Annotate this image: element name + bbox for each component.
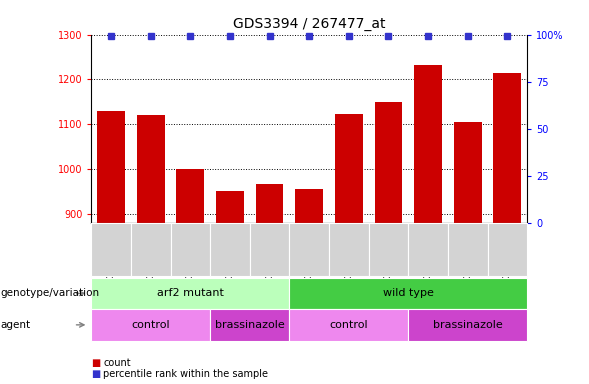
Bar: [375, 102, 402, 223]
Bar: [256, 184, 283, 223]
Bar: [494, 73, 521, 223]
Text: count: count: [103, 358, 131, 368]
Text: ■: ■: [91, 358, 101, 368]
Text: percentile rank within the sample: percentile rank within the sample: [103, 369, 268, 379]
Bar: [97, 111, 125, 223]
Bar: [177, 169, 204, 223]
Text: genotype/variation: genotype/variation: [1, 288, 100, 298]
Text: brassinazole: brassinazole: [215, 320, 284, 330]
Text: wild type: wild type: [383, 288, 434, 298]
Text: control: control: [329, 320, 368, 330]
Text: control: control: [131, 320, 170, 330]
Text: ■: ■: [91, 369, 101, 379]
Bar: [454, 122, 482, 223]
Bar: [414, 65, 442, 223]
Bar: [335, 114, 363, 223]
Title: GDS3394 / 267477_at: GDS3394 / 267477_at: [233, 17, 385, 31]
Bar: [216, 191, 244, 223]
Text: arf2 mutant: arf2 mutant: [157, 288, 224, 298]
Bar: [295, 189, 323, 223]
Text: brassinazole: brassinazole: [433, 320, 502, 330]
Bar: [137, 115, 164, 223]
Text: agent: agent: [1, 320, 31, 330]
